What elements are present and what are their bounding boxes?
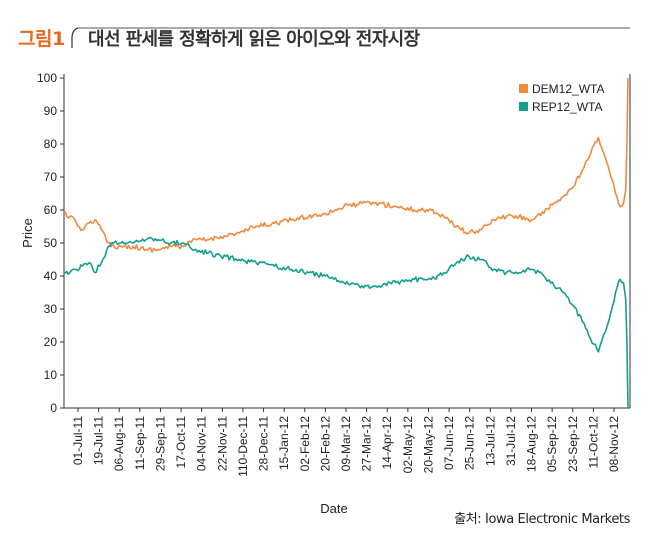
x-tick-label: 20-Feb-12 [318, 416, 332, 472]
figure-header: 그림1 대선 판세를 정확하게 읽은 아이오와 전자시장 [0, 0, 652, 60]
y-tick-label: 80 [44, 137, 58, 151]
y-tick-label: 20 [44, 335, 58, 349]
x-tick-label: 08-Nov-12 [607, 416, 621, 472]
x-tick-label: 11-Oct-12 [586, 416, 600, 469]
series-line-rep12-wta [63, 236, 629, 409]
x-tick-label: 22-Nov-11 [215, 416, 229, 471]
legend: DEM12_WTA REP12_WTA [519, 82, 604, 114]
x-tick-label: 25-Jun-12 [463, 416, 477, 470]
legend-swatch [519, 102, 528, 111]
x-tick-label: 20-May-12 [421, 416, 435, 474]
y-tick-label: 50 [44, 236, 58, 250]
y-tick-label: 10 [44, 368, 58, 382]
series-lines [63, 77, 629, 409]
series-line-dem12-wta [63, 77, 629, 253]
x-tick-label: 14-Apr-12 [380, 416, 394, 470]
y-tick-label: 60 [44, 203, 58, 217]
x-tick-label: 07-Jun-12 [442, 416, 456, 470]
legend-swatch [519, 84, 528, 93]
x-tick-label: 11-Sep-11 [133, 416, 147, 471]
x-tick-label: 27-Mar-12 [360, 416, 374, 472]
x-axis-label: Date [320, 501, 347, 516]
figure-title: 대선 판세를 정확하게 읽은 아이오와 전자시장 [88, 29, 420, 50]
x-tick-label: 29-Sep-11 [153, 416, 167, 471]
y-tick-label: 30 [44, 302, 58, 316]
source-note: 출처: Iowa Electronic Markets [454, 512, 630, 527]
x-tick-label: 02-Feb-12 [298, 416, 312, 472]
x-tick-label: 09-Mar-12 [339, 416, 353, 472]
y-tick-label: 0 [50, 401, 57, 415]
figure-label: 그림1 [18, 28, 65, 50]
x-tick-label: 04-Nov-11 [195, 416, 209, 471]
x-tick-label: 13-Jul-12 [483, 416, 497, 466]
x-tick-label: 110-Dec-11 [236, 416, 250, 477]
label-divider [71, 27, 630, 48]
x-tick-label: 18-Aug-12 [525, 416, 539, 472]
y-tick-label: 100 [37, 71, 57, 85]
legend-label: DEM12_WTA [532, 82, 604, 96]
y-tick-label: 70 [44, 170, 58, 184]
y-ticks: 0 10 20 30 40 50 60 70 80 90 100 [37, 71, 64, 415]
y-tick-label: 90 [44, 104, 58, 118]
x-tick-label: 19-Jul-11 [92, 416, 106, 465]
x-tick-label: 17-Oct-11 [174, 416, 188, 469]
x-tick-label: 31-Jul-12 [504, 416, 518, 466]
legend-label: REP12_WTA [532, 100, 602, 114]
y-axis-label: Price [20, 218, 35, 248]
x-tick-label: 06-Aug-11 [112, 416, 126, 471]
chart-axes [63, 74, 631, 409]
x-ticks: 01-Jul-11 19-Jul-11 06-Aug-11 11-Sep-11 29-S… [71, 408, 621, 477]
x-tick-label: 15-Jan-12 [277, 416, 291, 470]
y-tick-label: 40 [44, 269, 58, 283]
x-tick-label: 01-Jul-11 [71, 416, 85, 465]
x-tick-label: 02-May-12 [401, 416, 415, 474]
x-tick-label: 23-Sep-12 [566, 416, 580, 472]
x-tick-label: 28-Dec-11 [257, 416, 271, 471]
x-tick-label: 05-Sep-12 [545, 416, 559, 472]
